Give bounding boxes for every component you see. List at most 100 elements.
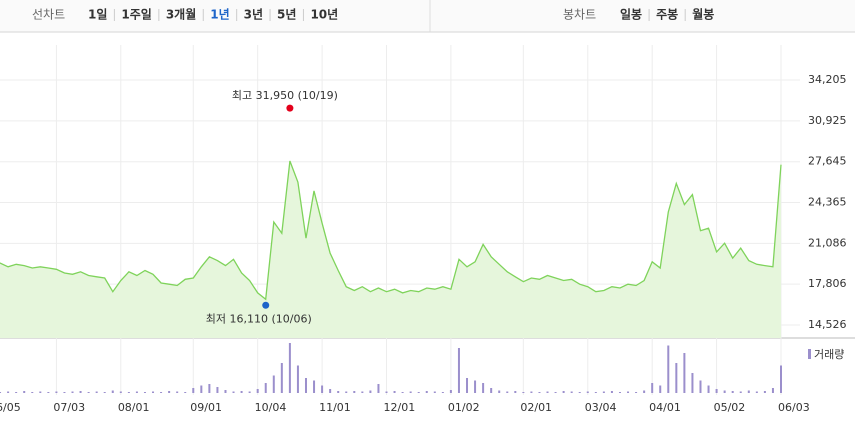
volume-bar [224, 390, 227, 393]
candle-chart-label: 봉차트 [563, 8, 596, 22]
volume-bar [433, 391, 436, 393]
volume-bar [554, 392, 557, 393]
volume-bar [7, 391, 10, 393]
volume-bar [288, 343, 291, 393]
y-tick-label: 24,365 [808, 196, 847, 209]
annotation-dot [286, 104, 294, 112]
annotation-dot [262, 301, 270, 309]
volume-bar [643, 390, 646, 393]
volume-bar [369, 390, 372, 393]
volume-bar [127, 392, 130, 393]
x-tick-label: 11/01 [319, 401, 351, 414]
volume-bar [304, 378, 307, 393]
volume-bar [385, 391, 388, 393]
period-button[interactable]: 1년 [210, 8, 229, 22]
y-tick-label: 17,806 [808, 277, 847, 290]
x-tick-label: 09/01 [190, 401, 222, 414]
volume-bar [586, 391, 589, 393]
volume-bar [87, 392, 90, 393]
volume-bar [353, 391, 356, 393]
y-tick-label: 14,526 [808, 318, 847, 331]
volume-bar [530, 391, 533, 393]
volume-bar [522, 392, 525, 393]
annotation-label: 최저 16,110 (10/06) [206, 312, 312, 325]
volume-bar [0, 392, 2, 393]
volume-bar [570, 391, 573, 393]
volume-bar [329, 389, 332, 393]
volume-bar [272, 375, 275, 393]
volume-bar [256, 389, 259, 393]
volume-bar [280, 363, 283, 393]
volume-bar [417, 392, 420, 393]
volume-bar [152, 391, 155, 393]
y-tick-label: 21,086 [808, 236, 847, 249]
volume-bar [176, 391, 179, 393]
volume-bar [675, 363, 678, 393]
volume-bar [264, 383, 267, 393]
volume-bar [731, 391, 734, 393]
volume-bar [31, 392, 34, 393]
volume-bar [47, 392, 50, 393]
volume-bar [23, 391, 26, 393]
legend-label: 거래량 [814, 348, 844, 361]
candle-button[interactable]: 월봉 [692, 7, 714, 22]
x-tick-label: 05/02 [714, 401, 746, 414]
volume-bar [538, 392, 541, 393]
volume-bar [313, 380, 316, 393]
volume-bar [457, 348, 460, 393]
volume-bar [466, 378, 469, 393]
volume-bar [240, 391, 243, 393]
volume-bar [95, 391, 98, 393]
price-area [0, 161, 781, 338]
volume-bar [594, 392, 597, 393]
volume-bar [248, 391, 251, 393]
volume-bar [490, 388, 493, 393]
period-button[interactable]: 10년 [310, 8, 338, 22]
volume-bar [771, 388, 774, 393]
volume-bar [683, 353, 686, 393]
volume-bar [393, 391, 396, 393]
volume-bar [562, 391, 565, 393]
volume-bar [618, 392, 621, 393]
volume-bar [55, 391, 58, 393]
volume-bar [208, 384, 211, 393]
period-button[interactable]: 3개월 [166, 7, 196, 22]
period-button[interactable]: 3년 [244, 8, 263, 22]
volume-bar [498, 390, 501, 393]
y-tick-label: 27,645 [808, 155, 847, 168]
volume-bar [691, 373, 694, 393]
volume-bar [715, 389, 718, 393]
legend-swatch [808, 349, 811, 359]
volume-bar [667, 345, 670, 393]
price-line [0, 160, 782, 301]
volume-bar [651, 383, 654, 393]
volume-bar [441, 392, 444, 393]
volume-bar [337, 391, 340, 393]
period-button[interactable]: 1주일 [121, 8, 151, 22]
volume-bar [506, 391, 509, 393]
x-tick-label: 06/03 [778, 401, 810, 414]
period-button[interactable]: 5년 [277, 8, 296, 22]
volume-bar [707, 385, 710, 393]
volume-bar [602, 391, 605, 393]
x-tick-label: 07/03 [53, 401, 85, 414]
volume-bar [192, 388, 195, 393]
volume-bar [135, 391, 138, 393]
volume-bar [39, 391, 42, 393]
volume-bar [200, 385, 203, 393]
volume-bar [723, 390, 726, 393]
volume-bar [546, 391, 549, 393]
volume-bar [449, 390, 452, 393]
y-tick-label: 34,205 [808, 73, 847, 86]
volume-bar [143, 392, 146, 393]
candle-button[interactable]: 일봉 [620, 8, 642, 22]
volume-bar [103, 392, 106, 393]
period-button[interactable]: 1일 [88, 8, 107, 22]
volume-bar [474, 380, 477, 393]
candle-button[interactable]: 주봉 [656, 8, 678, 22]
volume-bar [747, 390, 750, 393]
x-tick-label: 12/01 [384, 401, 416, 414]
line-chart-label: 선차트 [32, 8, 65, 22]
volume-bar [119, 391, 122, 393]
